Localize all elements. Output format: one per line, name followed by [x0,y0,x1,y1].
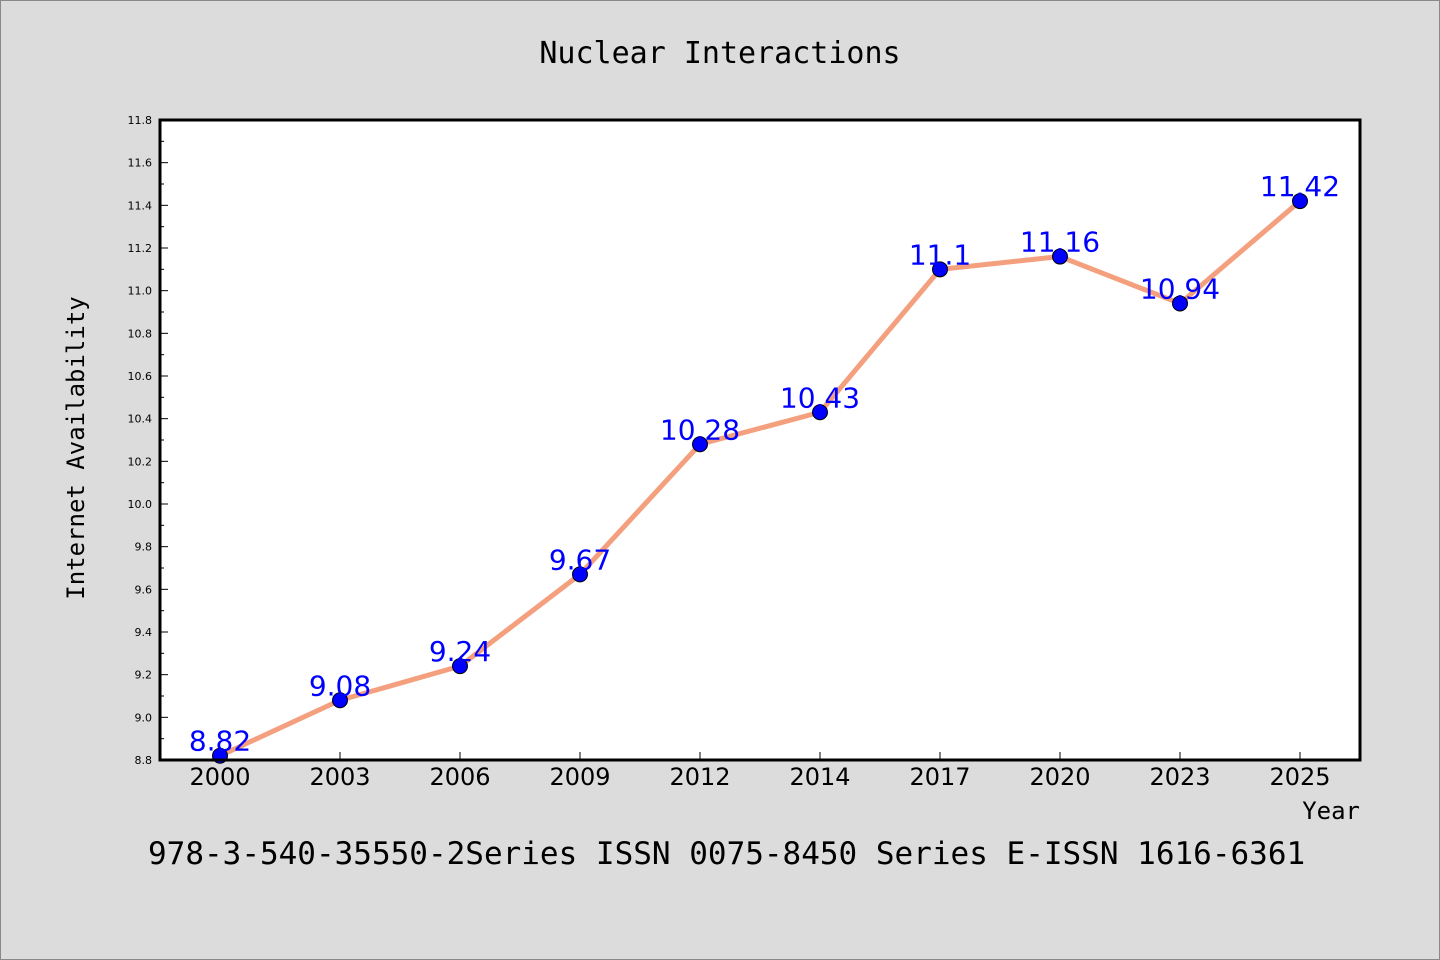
x-tick-label: 2017 [909,763,970,791]
x-axis-label: Year [1302,797,1360,825]
y-tick-label: 9.6 [135,583,153,596]
chart-title: Nuclear Interactions [539,36,900,71]
data-label: 10.43 [780,381,860,414]
x-tick-label: 2014 [789,763,850,791]
footer-text: 978-3-540-35550-2Series ISSN 0075-8450 S… [148,836,1305,872]
data-label: 11.42 [1260,170,1340,203]
y-tick-label: 10.6 [128,370,153,383]
data-label: 10.28 [660,413,740,446]
x-tick-label: 2000 [189,763,250,791]
x-tick-label: 2025 [1269,763,1330,791]
data-label: 8.82 [189,725,251,758]
data-point [1052,248,1068,265]
plot-frame [158,118,1362,762]
data-label: 11.16 [1020,226,1100,259]
x-tick-label: 2006 [429,763,490,791]
y-tick-label: 11.2 [128,242,153,255]
y-axis-label: Internet Availability [62,296,90,599]
y-tick-label: 11.0 [128,285,153,298]
y-tick-label: 9.4 [135,626,153,639]
data-point [1292,193,1308,210]
series-line [217,198,1303,759]
data-point [452,658,468,675]
y-tick-label: 11.4 [128,199,153,212]
x-tick-label: 2012 [669,763,730,791]
y-tick-label: 8.8 [135,754,153,767]
y-tick-label: 9.8 [135,541,153,554]
x-tick-label: 2003 [309,763,370,791]
data-point [932,261,948,278]
y-tick-label: 11.6 [128,157,153,170]
y-tick-label: 9.0 [135,711,153,724]
data-point [812,404,828,421]
data-label: 9.67 [549,543,611,576]
y-tick-label: 9.2 [135,669,153,682]
x-tick-label: 2020 [1029,763,1090,791]
data-point [332,692,348,709]
data-label: 11.1 [909,238,971,271]
x-tick-label: 2023 [1149,763,1210,791]
y-tick-label: 10.0 [128,498,153,511]
data-point [692,436,708,453]
data-label: 9.08 [309,669,371,702]
x-tick-label: 2009 [549,763,610,791]
series-group: 8.82 9.08 9.24 9.67 10.28 10.43 11.1 11.16 10.94… [189,170,1340,764]
plot-area [160,120,1360,760]
data-label: 9.24 [429,635,491,668]
data-label: 10.94 [1140,272,1220,305]
x-axis: 2000 2003 2006 2009 2012 2014 2017 2020 2023 2025 [189,752,1331,791]
data-point [1172,295,1188,312]
y-tick-label: 10.4 [128,413,153,426]
y-tick-label: 10.2 [128,455,153,468]
data-point [572,566,588,583]
y-tick-label: 10.8 [128,327,153,340]
y-tick-label: 11.8 [128,114,153,127]
